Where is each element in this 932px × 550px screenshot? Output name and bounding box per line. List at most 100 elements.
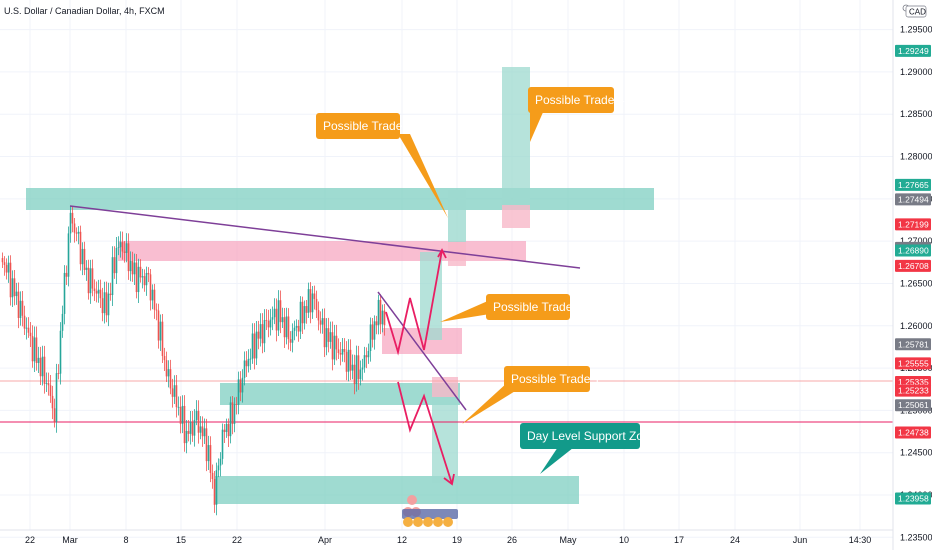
candle-body <box>275 308 278 331</box>
candle-body <box>251 333 254 359</box>
candle-body <box>375 321 378 326</box>
candle-body <box>159 321 162 341</box>
callout-trade-2-label: Possible Trade 2 <box>493 300 583 314</box>
price-label: 1.25061 <box>895 399 931 412</box>
dividend-icon[interactable] <box>403 517 413 527</box>
y-tick-label: 1.27000 <box>900 236 932 246</box>
candle-body <box>361 367 364 370</box>
candle-body <box>313 293 316 299</box>
chart-header-title: U.S. Dollar / Canadian Dollar, 4h, FXCM <box>4 6 165 16</box>
candle-body <box>247 358 250 367</box>
candle-body <box>233 404 236 424</box>
candle-body <box>25 327 28 329</box>
callout-support-zone[interactable]: Day Level Support Zone <box>520 423 657 474</box>
candle-body <box>333 335 336 360</box>
candle-body <box>307 289 310 313</box>
candle-body <box>211 472 214 479</box>
x-tick-label: 19 <box>452 535 462 545</box>
descending-trendline[interactable] <box>69 205 581 269</box>
candle-body <box>287 316 290 340</box>
price-label: 1.26890 <box>895 244 931 257</box>
candle-body <box>105 292 108 316</box>
candle-body <box>269 319 272 328</box>
candle-body <box>305 306 308 313</box>
down-arrowhead <box>443 473 455 486</box>
candle-body <box>311 293 314 313</box>
x-tick-label: 8 <box>123 535 128 545</box>
candle-body <box>221 429 224 459</box>
candle-body <box>55 373 58 422</box>
time-axis[interactable]: 22 Mar 8 15 22 Apr 12 19 26 May 10 17 24 Jun 14:30 <box>25 535 871 545</box>
callout-trade-3[interactable]: Possible Trade 3 <box>316 113 448 218</box>
candle-body <box>203 428 206 437</box>
y-tick-label: 1.24500 <box>900 448 932 458</box>
day-level-support-zone[interactable] <box>215 476 579 504</box>
x-tick-label: 17 <box>674 535 684 545</box>
dividend-icon[interactable] <box>443 517 453 527</box>
callout-trade-1[interactable]: Possible Trade 1 <box>462 366 601 424</box>
candle-body <box>219 458 222 466</box>
candle-body <box>73 223 76 233</box>
trade4-target-box[interactable] <box>502 67 530 205</box>
events-strip[interactable] <box>402 509 458 519</box>
candle-body <box>163 355 166 361</box>
trade3-stop-box[interactable] <box>448 242 466 266</box>
candle-body <box>213 478 216 505</box>
y-tick-label: 1.28000 <box>900 152 932 162</box>
candle-body <box>93 288 96 291</box>
candle-body <box>59 330 62 374</box>
short-trendline[interactable] <box>377 291 467 411</box>
currency-badge[interactable]: CAD <box>902 4 927 18</box>
dividend-icon[interactable] <box>433 517 443 527</box>
price-axis[interactable]: 1.295001.290001.285001.280001.275001.270… <box>900 25 932 543</box>
trade1-target-box[interactable] <box>432 397 458 483</box>
price-label-text: 1.27665 <box>898 180 929 190</box>
candle-body <box>299 301 302 332</box>
candle-body <box>33 337 36 362</box>
candle-body <box>41 356 44 377</box>
candle-body <box>371 324 374 340</box>
flag-icon[interactable] <box>407 495 417 505</box>
x-tick-label: 26 <box>507 535 517 545</box>
resistance-zone[interactable] <box>26 188 654 210</box>
candle-body <box>209 445 212 473</box>
candle-body <box>15 291 18 297</box>
candle-body <box>21 300 24 316</box>
candle-body <box>131 261 134 275</box>
candle-body <box>267 320 270 328</box>
trade4-stop-box[interactable] <box>502 205 530 228</box>
candle-body <box>71 212 74 224</box>
callout-trade-2[interactable]: Possible Trade 2 <box>440 294 583 322</box>
down-move-arrow[interactable] <box>397 381 453 485</box>
candle-body <box>259 324 262 339</box>
candle-body <box>181 405 184 424</box>
price-label: 1.23958 <box>895 492 931 505</box>
candle-body <box>119 242 122 248</box>
candle-body <box>341 349 344 355</box>
candle-body <box>125 243 128 253</box>
trade3-target-box[interactable] <box>448 190 466 242</box>
candle-body <box>335 335 338 350</box>
candle-body <box>97 289 100 294</box>
callout-trade-4[interactable]: Possible Trade 4 <box>528 87 625 142</box>
candle-body <box>349 349 352 371</box>
candle-body <box>169 369 172 389</box>
candle-body <box>379 299 382 325</box>
zones <box>26 67 654 504</box>
dividend-icon[interactable] <box>423 517 433 527</box>
candle-body <box>245 360 248 367</box>
candle-body <box>217 465 220 471</box>
trade-arrows <box>385 248 455 486</box>
candle-body <box>325 328 328 348</box>
event-badges[interactable] <box>402 495 458 527</box>
trade2-target-box[interactable] <box>420 252 442 340</box>
up-move-arrow[interactable] <box>385 249 443 356</box>
x-tick-label: 22 <box>232 535 242 545</box>
candle-body <box>139 266 142 278</box>
dividend-icon[interactable] <box>413 517 423 527</box>
trade1-stop-box[interactable] <box>432 377 458 397</box>
candle-body <box>339 353 342 355</box>
callout-trade-1-label: Possible Trade 1 <box>511 372 601 386</box>
